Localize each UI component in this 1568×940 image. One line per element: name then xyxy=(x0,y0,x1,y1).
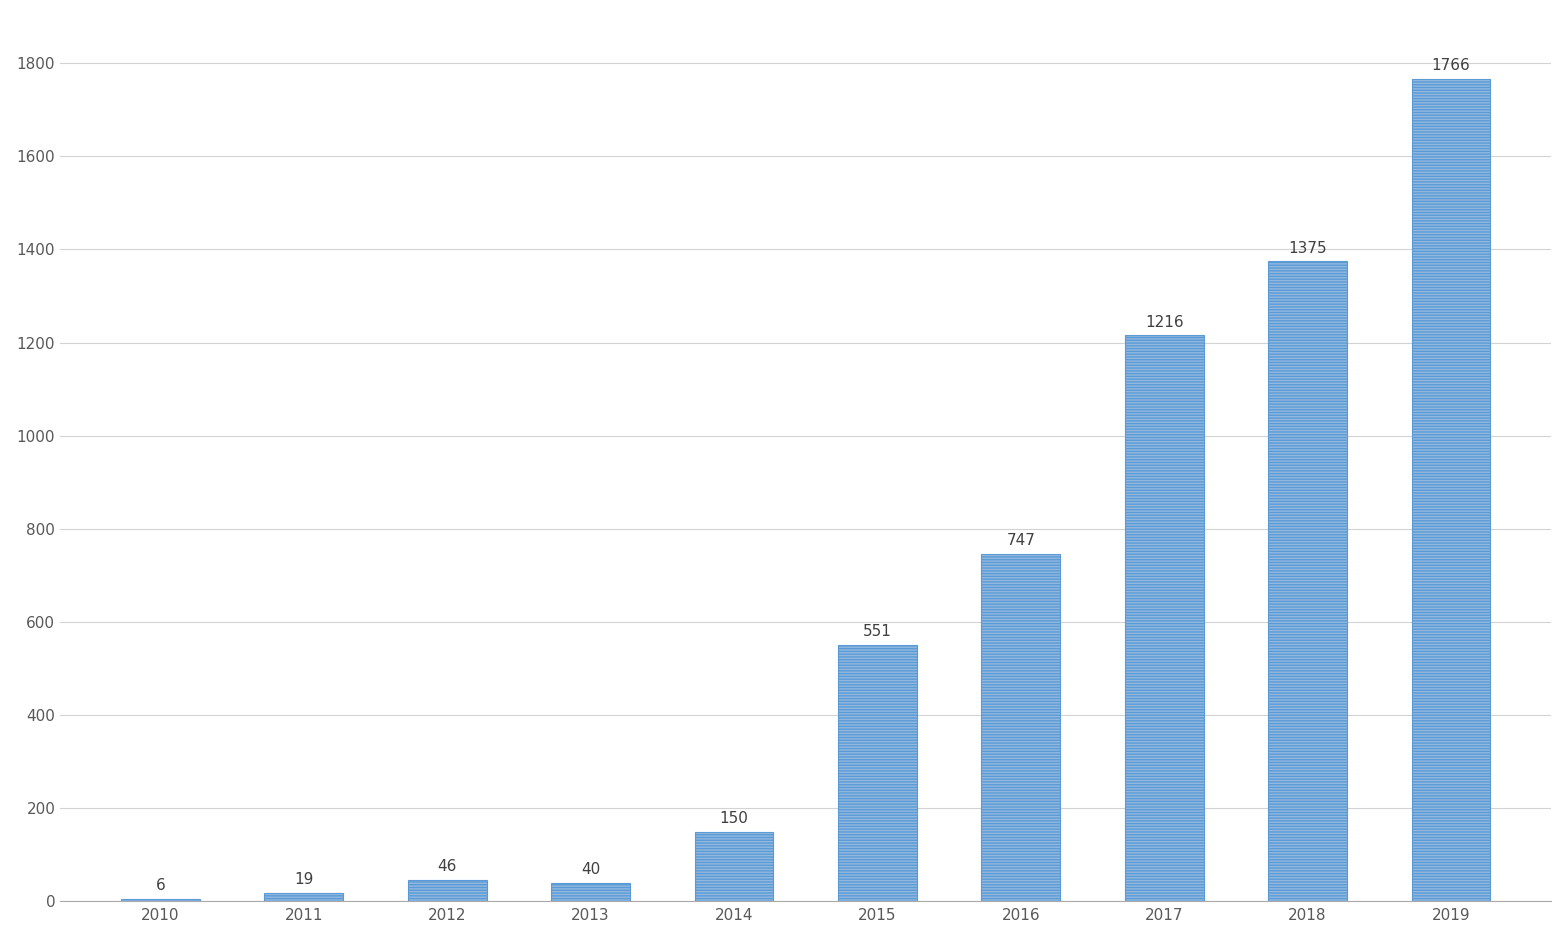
Text: 150: 150 xyxy=(720,811,748,826)
Bar xyxy=(982,554,1060,901)
Bar xyxy=(837,645,917,901)
Text: 1375: 1375 xyxy=(1289,241,1327,256)
Bar xyxy=(1124,336,1204,901)
Bar xyxy=(121,899,201,901)
Text: 1766: 1766 xyxy=(1432,58,1471,73)
Text: 551: 551 xyxy=(862,624,892,639)
Text: 1216: 1216 xyxy=(1145,315,1184,330)
Text: 19: 19 xyxy=(295,872,314,887)
Text: 40: 40 xyxy=(582,862,601,877)
Bar xyxy=(1269,261,1347,901)
Bar xyxy=(1411,79,1491,901)
Bar xyxy=(408,880,486,901)
Bar xyxy=(552,883,630,901)
Text: 6: 6 xyxy=(155,878,165,893)
Text: 46: 46 xyxy=(437,859,456,874)
Bar xyxy=(695,832,773,901)
Text: 747: 747 xyxy=(1007,533,1035,548)
Bar xyxy=(265,893,343,901)
